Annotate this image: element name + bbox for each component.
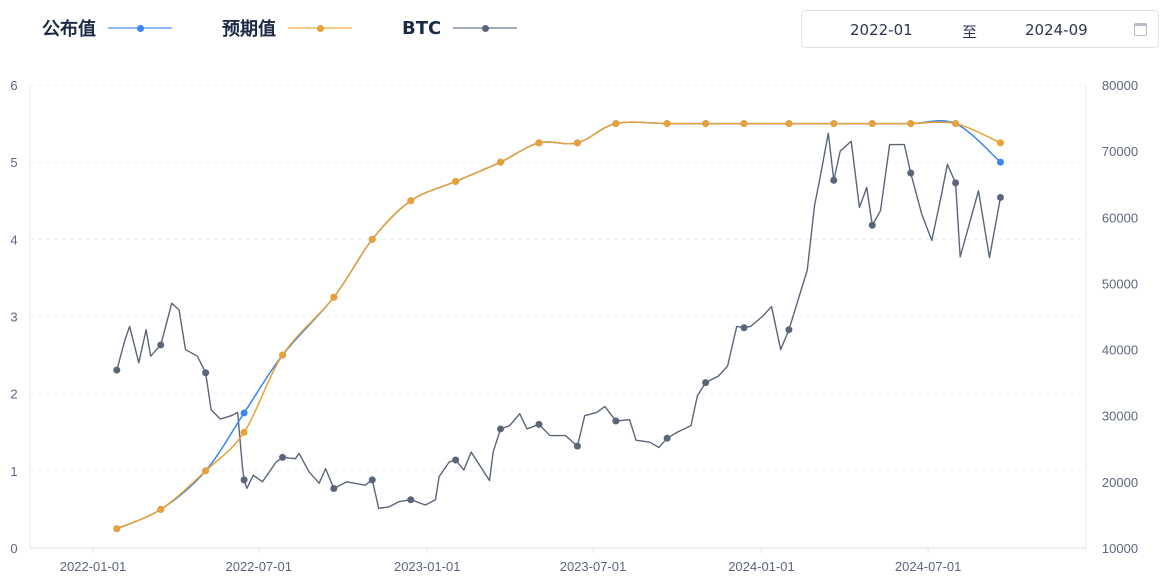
btc-point (663, 434, 671, 442)
btc-point (407, 496, 415, 504)
legend-line-icon (108, 24, 172, 32)
expected-point (996, 139, 1004, 147)
btc-point (240, 476, 248, 484)
btc-point (996, 193, 1004, 201)
y-left-tick-label: 6 (10, 78, 17, 93)
expected-point (279, 351, 287, 359)
x-tick-label: 2023-01-01 (394, 559, 461, 574)
calendar-icon[interactable] (1134, 23, 1147, 36)
btc-point (830, 176, 838, 184)
chart-legend: 公布值 预期值 BTC (42, 14, 567, 42)
btc-point (612, 417, 620, 425)
end-date-input[interactable]: 2024-09 (1025, 21, 1088, 39)
published-point (240, 409, 248, 417)
x-tick-label: 2022-07-01 (225, 559, 292, 574)
y-left-tick-label: 5 (10, 155, 17, 170)
x-tick-label: 2022-01-01 (60, 559, 127, 574)
expected-point (612, 120, 620, 128)
btc-point (702, 379, 710, 387)
legend-item-btc[interactable]: BTC (402, 17, 518, 39)
expected-point (330, 293, 338, 301)
x-tick-label: 2024-01-01 (728, 559, 795, 574)
x-tick-label: 2024-07-01 (895, 559, 962, 574)
expected-point (907, 120, 915, 128)
btc-point (496, 425, 504, 433)
y-right-tick-label: 40000 (1102, 343, 1138, 358)
btc-point (535, 420, 543, 428)
range-separator: 至 (962, 23, 978, 41)
expected-point (368, 235, 376, 243)
legend-label: 公布值 (42, 19, 96, 40)
expected-point (740, 120, 748, 128)
legend-line-icon (453, 24, 518, 32)
expected-point (240, 428, 248, 436)
y-right-tick-label: 20000 (1102, 475, 1138, 490)
y-left-tick-label: 4 (10, 232, 17, 247)
start-date-input[interactable]: 2022-01 (850, 21, 913, 39)
btc-point (573, 442, 581, 450)
expected-point (573, 139, 581, 147)
btc-point (330, 484, 338, 492)
y-right-tick-label: 30000 (1102, 409, 1138, 424)
legend-label: 预期值 (222, 19, 276, 40)
y-left-tick-label: 0 (10, 541, 17, 556)
legend-item-published[interactable]: 公布值 (42, 15, 172, 41)
y-right-tick-label: 70000 (1102, 144, 1138, 159)
expected-line (116, 121, 1001, 530)
expected-point (702, 120, 710, 128)
expected-point (952, 120, 960, 128)
btc-point (202, 369, 210, 377)
y-right-tick-label: 50000 (1102, 276, 1138, 291)
btc-point (113, 366, 121, 374)
expected-point (496, 158, 504, 166)
y-right-tick-label: 80000 (1102, 78, 1138, 93)
published-point (996, 158, 1004, 166)
y-right-tick-label: 10000 (1102, 541, 1138, 556)
expected-point (113, 525, 121, 533)
btc-line (116, 132, 1002, 510)
btc-point (907, 169, 915, 177)
expected-point (868, 120, 876, 128)
expected-point (407, 197, 415, 205)
expected-point (785, 120, 793, 128)
btc-point (452, 456, 460, 464)
y-left-tick-label: 1 (10, 464, 17, 479)
btc-point (785, 326, 793, 334)
expected-point (535, 139, 543, 147)
btc-point (740, 324, 748, 332)
expected-point (157, 505, 165, 513)
btc-point (952, 179, 960, 187)
btc-point (279, 453, 287, 461)
btc-point (157, 341, 165, 349)
expected-point (663, 120, 671, 128)
date-range-picker[interactable]: 2022-01 至 2024-09 (801, 10, 1159, 48)
expected-point (830, 120, 838, 128)
y-left-tick-label: 3 (10, 310, 17, 325)
y-left-tick-label: 2 (10, 387, 17, 402)
expected-point (202, 467, 210, 475)
legend-item-expected[interactable]: 预期值 (222, 15, 352, 41)
x-tick-label: 2023-07-01 (560, 559, 627, 574)
btc-point (868, 221, 876, 229)
legend-label: BTC (402, 17, 442, 39)
published-line (116, 120, 1001, 530)
expected-point (452, 177, 460, 185)
y-right-tick-label: 60000 (1102, 210, 1138, 225)
btc-point (368, 476, 376, 484)
legend-line-icon (288, 24, 352, 32)
